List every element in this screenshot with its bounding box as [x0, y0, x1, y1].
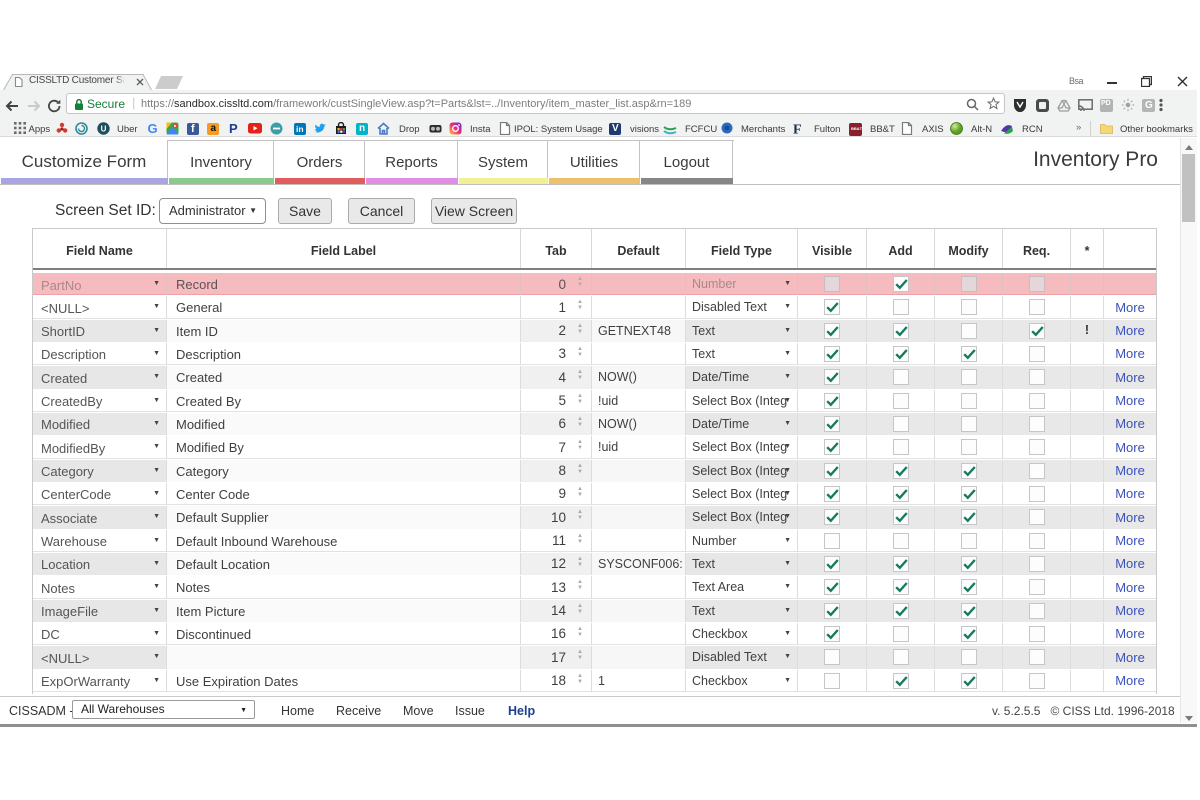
svg-text:P: P — [229, 122, 238, 136]
svg-text:U: U — [101, 125, 107, 134]
svg-text:G: G — [147, 122, 157, 136]
svg-text:F: F — [793, 123, 802, 137]
